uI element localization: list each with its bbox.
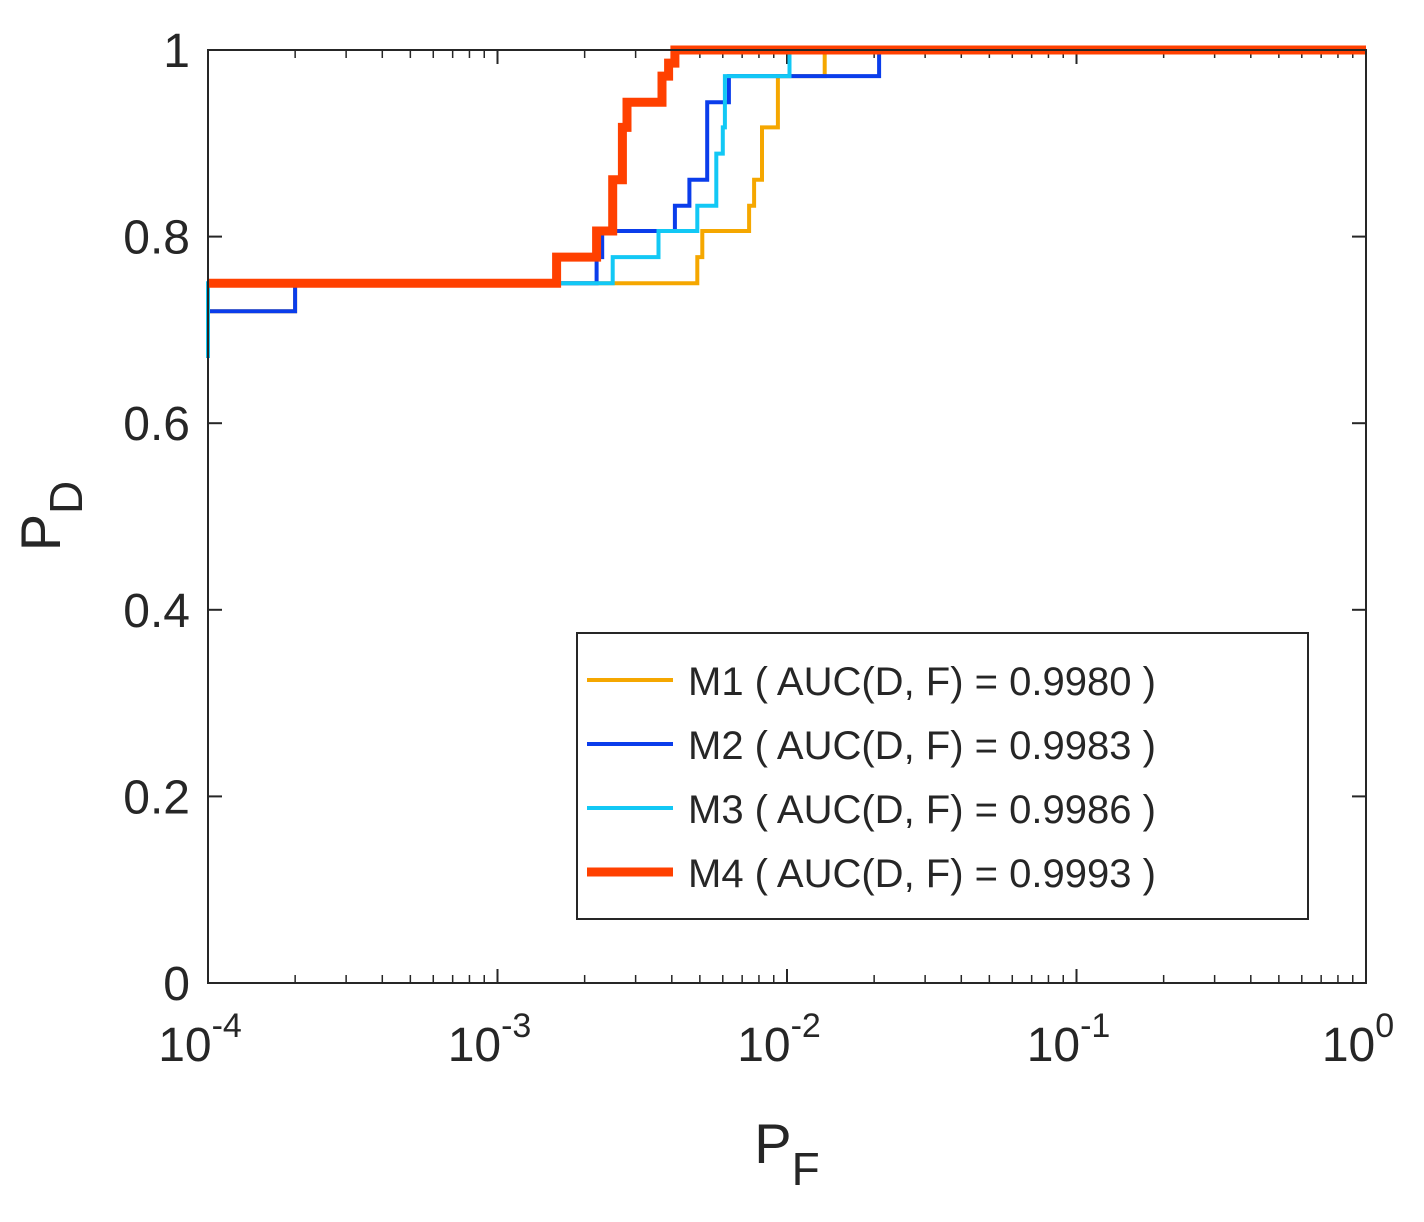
x-tick-label: 100 — [1322, 1007, 1394, 1072]
x-axis-label: PF — [754, 1112, 819, 1195]
tick-labels: 0 0.2 0.4 0.6 0.8 1 10-4 10-3 10-2 10-1 100 — [123, 25, 1394, 1072]
axes-box — [207, 49, 1367, 984]
y-axis-label: PD — [9, 481, 92, 552]
x-tick-label: 10-1 — [1027, 1007, 1111, 1072]
x-axis-label-main: P — [754, 1112, 791, 1175]
legend-items: M1 ( AUC(D, F) = 0.9980 ) M2 ( AUC(D, F) … — [587, 660, 1156, 896]
y-axis-label-main: P — [9, 514, 72, 551]
y-tick-label: 0.8 — [123, 212, 190, 265]
legend-box — [576, 632, 1309, 920]
x-tick-label: 10-3 — [448, 1007, 532, 1072]
x-axis-label-subscript: F — [792, 1143, 820, 1195]
legend-label-m2: M2 ( AUC(D, F) = 0.9983 ) — [688, 724, 1156, 768]
series-line-m4 — [208, 45, 1366, 288]
y-tick-label: 0.4 — [123, 585, 190, 638]
legend-label-m3: M3 ( AUC(D, F) = 0.9986 ) — [688, 788, 1156, 832]
series-lines — [206, 45, 1366, 358]
y-tick-label: 0.6 — [123, 398, 190, 451]
legend: M1 ( AUC(D, F) = 0.9980 ) M2 ( AUC(D, F) … — [576, 632, 1309, 920]
y-tick-label: 1 — [163, 25, 190, 78]
x-tick-label: 10-4 — [158, 1007, 242, 1072]
legend-label-m4: M4 ( AUC(D, F) = 0.9993 ) — [688, 852, 1156, 896]
series-line-m3 — [206, 48, 1366, 358]
y-tick-label: 0 — [163, 958, 190, 1011]
y-tick-label: 0.2 — [123, 771, 190, 824]
legend-label-m1: M1 ( AUC(D, F) = 0.9980 ) — [688, 660, 1156, 704]
x-tick-label: 10-2 — [737, 1007, 821, 1072]
y-axis-label-subscript: D — [40, 481, 92, 514]
